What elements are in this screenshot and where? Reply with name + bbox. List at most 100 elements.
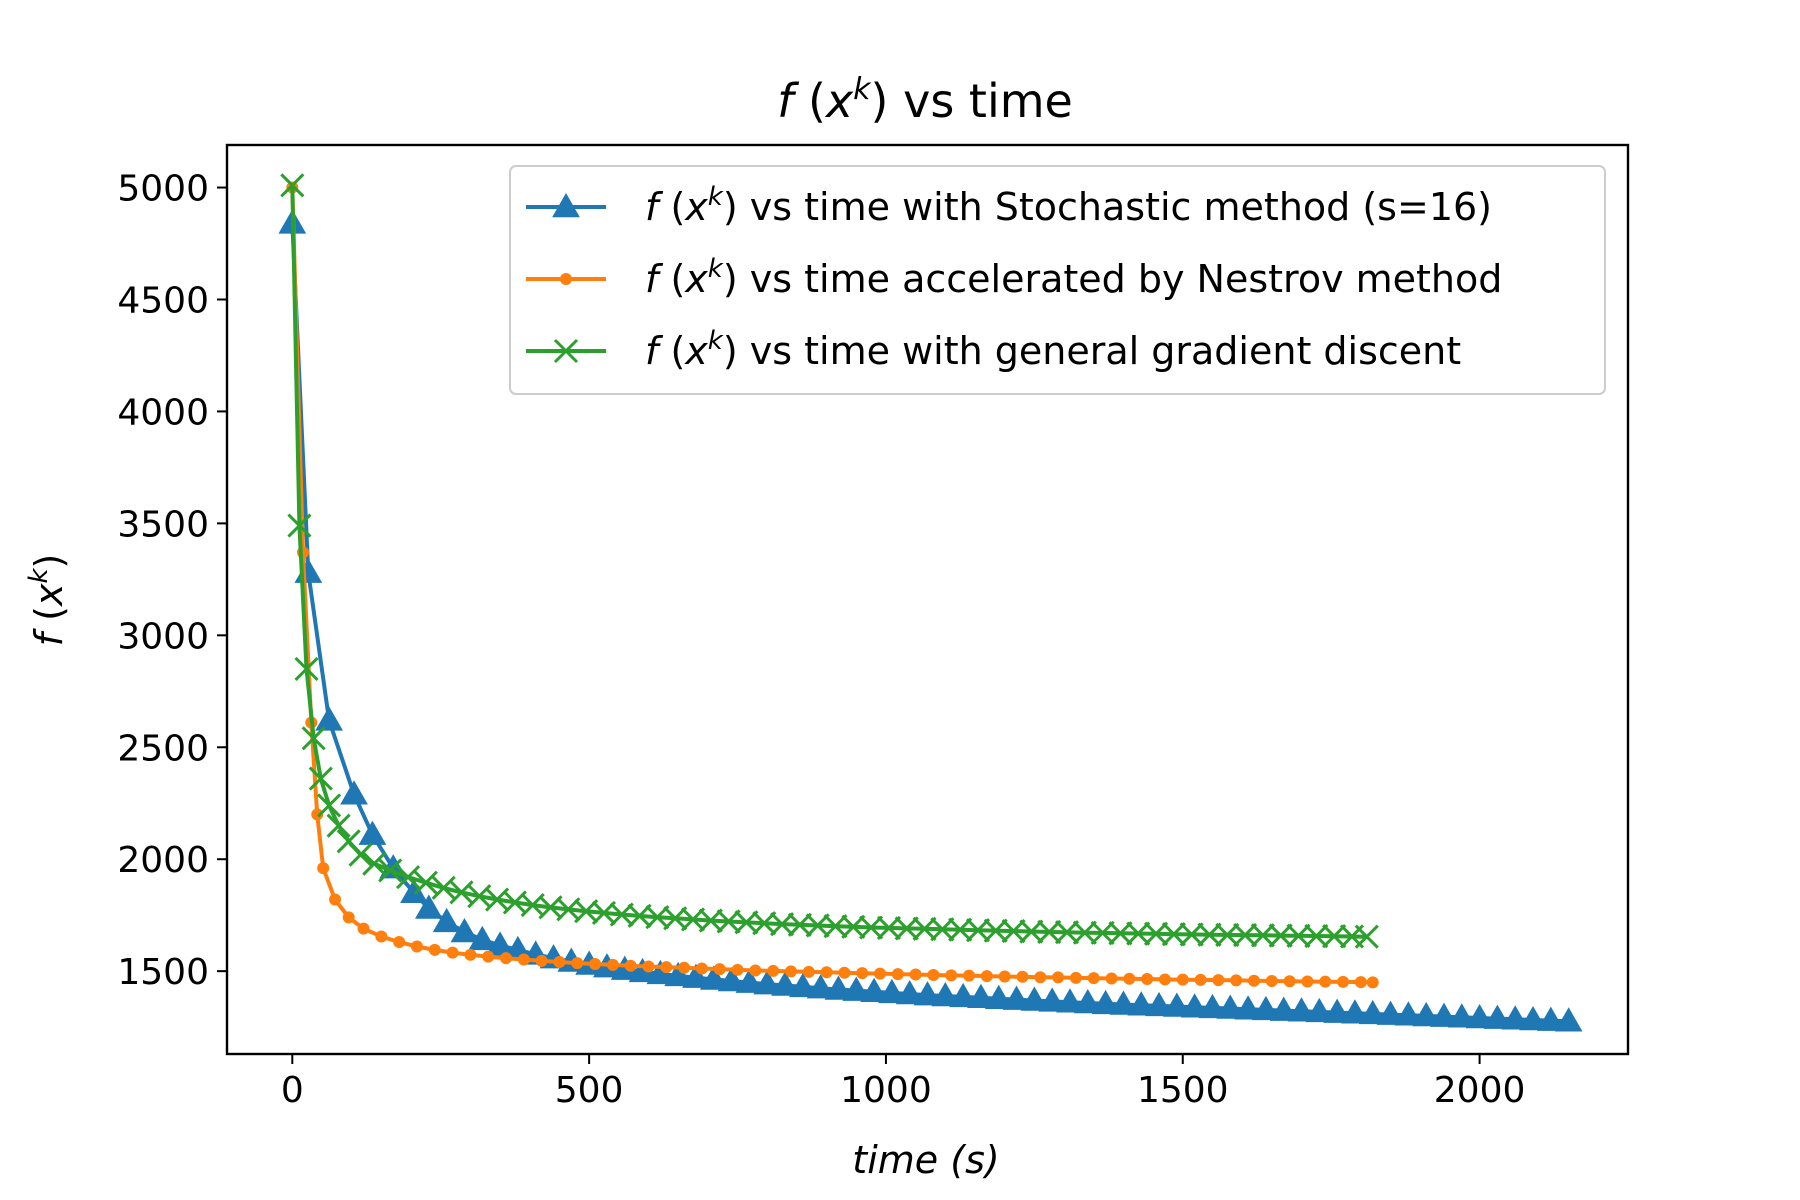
- data-point: [806, 974, 835, 999]
- data-point: [1123, 972, 1136, 985]
- data-point: [695, 962, 708, 975]
- chart-title-sup: k: [853, 72, 872, 107]
- data-point: [1001, 919, 1026, 944]
- data-point: [1265, 975, 1278, 988]
- data-point: [329, 893, 342, 906]
- data-point: [983, 918, 1008, 943]
- data-point: [841, 914, 866, 939]
- y-tick-label: 4000: [117, 392, 209, 433]
- data-point: [1519, 1005, 1547, 1031]
- data-point: [301, 726, 326, 751]
- data-point: [400, 878, 428, 904]
- x-tick-label: 2000: [1434, 1070, 1526, 1111]
- data-point: [1038, 987, 1067, 1012]
- data-point: [1034, 971, 1047, 984]
- data-point: [1248, 974, 1261, 987]
- data-point: [589, 957, 602, 970]
- data-point: [949, 982, 977, 1008]
- data-point: [317, 862, 330, 875]
- data-point: [1016, 970, 1029, 983]
- data-point: [428, 943, 441, 956]
- data-point: [838, 966, 851, 979]
- data-point: [660, 961, 673, 974]
- data-point: [927, 968, 940, 981]
- data-point: [446, 946, 459, 959]
- data-point: [348, 842, 373, 867]
- data-point: [965, 918, 991, 943]
- legend-label: f (xk) vs time accelerated by Nestrov me…: [645, 254, 1502, 301]
- x-tick-label: 1500: [1137, 1070, 1229, 1111]
- data-point: [1337, 975, 1350, 988]
- data-point: [823, 914, 848, 939]
- data-point: [980, 970, 993, 983]
- data-point: [842, 976, 871, 1001]
- data-point: [1323, 998, 1351, 1023]
- data-point: [1176, 973, 1189, 986]
- data-point: [1536, 1006, 1565, 1031]
- data-point: [1109, 990, 1138, 1015]
- data-point: [698, 908, 723, 933]
- legend-label: f (xk) vs time with Stochastic method (s…: [645, 182, 1492, 229]
- data-point: [749, 964, 762, 977]
- data-point: [1234, 995, 1262, 1020]
- data-point: [1394, 1001, 1423, 1026]
- data-point: [753, 970, 782, 995]
- data-point: [1158, 973, 1171, 986]
- data-point: [1447, 1003, 1476, 1028]
- data-point: [1037, 919, 1062, 945]
- data-point: [998, 970, 1011, 983]
- data-point: [930, 917, 955, 942]
- series-layer: [278, 173, 1583, 1032]
- data-point: [1252, 995, 1280, 1021]
- x-tick-label: 0: [281, 1070, 304, 1111]
- data-point: [874, 967, 887, 980]
- data-point: [414, 894, 443, 919]
- data-point: [1020, 986, 1049, 1011]
- data-point: [802, 965, 815, 978]
- plot-frame: [225, 143, 1630, 1056]
- data-point: [535, 954, 548, 967]
- data-point: [1233, 923, 1258, 948]
- chart-title-rest: vs time: [888, 74, 1072, 128]
- data-point: [1322, 924, 1347, 949]
- data-point: [717, 967, 746, 992]
- data-point: [1301, 975, 1314, 988]
- data-point: [784, 965, 797, 978]
- data-point: [931, 982, 960, 1007]
- data-point: [856, 967, 869, 980]
- data-point: [1287, 997, 1316, 1022]
- x-axis-label-unit: (s): [950, 1138, 999, 1182]
- data-point: [682, 963, 710, 988]
- data-point: [859, 915, 884, 940]
- data-point: [1180, 993, 1209, 1018]
- data-point: [410, 940, 423, 953]
- data-point: [1319, 975, 1332, 988]
- chart-title: f (xk) vs time: [777, 72, 1073, 128]
- data-point: [1430, 1002, 1458, 1027]
- data-point: [1126, 921, 1151, 946]
- data-point: [1054, 920, 1080, 945]
- data-point: [731, 963, 744, 976]
- data-point: [1091, 989, 1120, 1015]
- data-point: [878, 978, 906, 1004]
- y-axis-label: f (xk): [24, 554, 71, 647]
- data-point: [664, 961, 693, 987]
- data-point: [876, 915, 901, 941]
- y-tick-label: 2000: [117, 840, 209, 881]
- x-axis-label-main: time: [852, 1138, 938, 1182]
- data-point: [280, 173, 305, 198]
- data-point: [894, 916, 919, 941]
- data-point: [517, 953, 530, 966]
- y-axis-label-var: x: [27, 583, 71, 607]
- data-point: [1283, 975, 1296, 988]
- data-point: [1286, 923, 1311, 948]
- data-point: [326, 813, 351, 838]
- data-point: [1069, 971, 1082, 984]
- data-point: [909, 968, 922, 981]
- x-tick-label: 1000: [840, 1070, 932, 1111]
- data-point: [769, 912, 795, 937]
- data-point: [1304, 923, 1329, 949]
- data-point: [1465, 1003, 1494, 1029]
- data-point: [464, 948, 477, 961]
- data-point: [788, 972, 817, 998]
